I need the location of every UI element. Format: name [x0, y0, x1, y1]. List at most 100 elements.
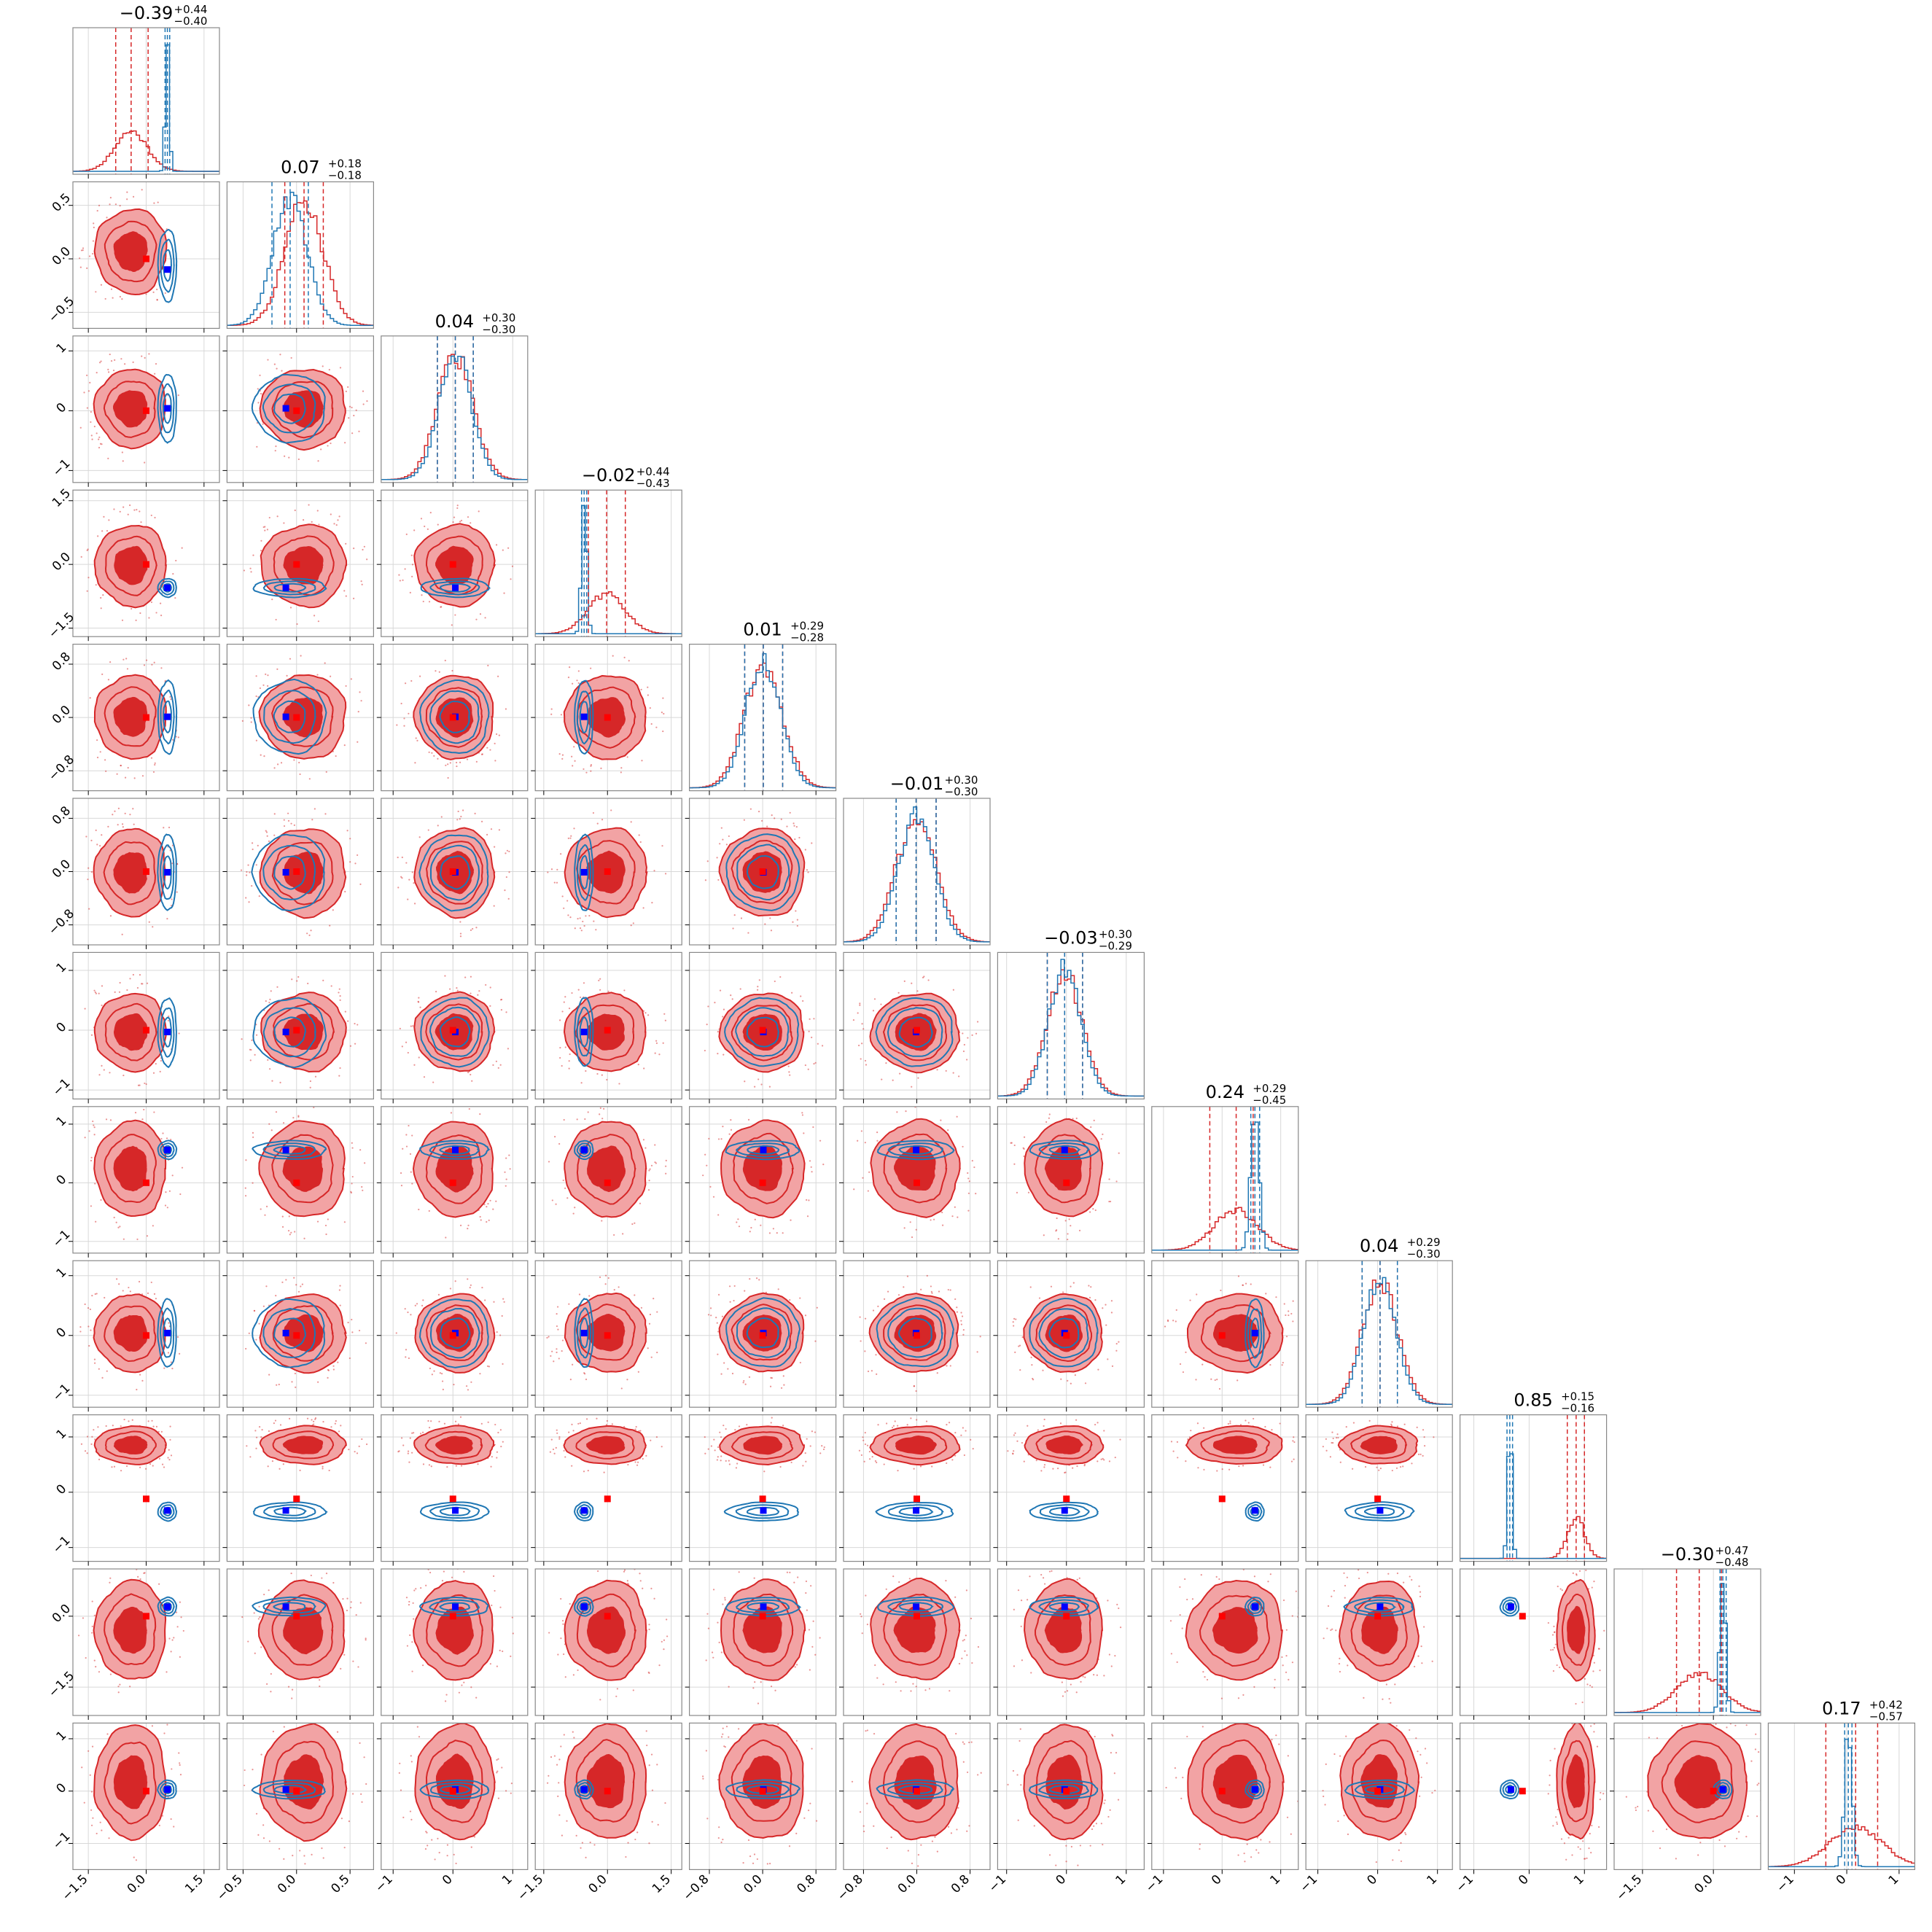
sample-point: [255, 1812, 258, 1815]
sample-point: [1084, 1382, 1087, 1384]
sample-point: [761, 819, 763, 822]
sample-point: [1352, 1422, 1355, 1424]
sample-point: [631, 1223, 634, 1226]
sample-point: [1115, 1343, 1118, 1345]
sample-point: [268, 840, 270, 842]
sample-point: [654, 1144, 656, 1146]
x-tick-label: −1.5: [515, 1872, 546, 1904]
sample-point: [558, 1358, 560, 1360]
sample-point: [886, 1847, 888, 1850]
panel-frame: [381, 951, 529, 1100]
contour-blue: [252, 1140, 327, 1160]
sample-point: [308, 934, 311, 936]
sample-point: [1302, 1438, 1304, 1440]
sample-point: [1695, 1699, 1697, 1700]
sample-point: [489, 1663, 491, 1665]
sample-point: [257, 844, 259, 846]
y-tick-label: 0: [54, 1481, 70, 1497]
sample-point: [322, 1465, 324, 1468]
sample-point: [273, 1422, 275, 1425]
sample-point: [343, 1847, 346, 1849]
sample-point: [438, 671, 440, 673]
title-minus: −0.30: [945, 785, 978, 798]
sample-point: [288, 1417, 291, 1419]
sample-point: [876, 1461, 878, 1464]
sample-point: [648, 1842, 650, 1845]
sample-point: [141, 189, 143, 191]
sample-point: [258, 1323, 260, 1325]
truth-marker-red: [604, 1788, 611, 1795]
sample-point: [1554, 1643, 1557, 1645]
sample-point: [170, 1138, 172, 1141]
sample-point: [268, 1840, 270, 1842]
sample-point: [83, 1801, 85, 1804]
sample-point: [574, 760, 576, 762]
sample-point: [502, 1650, 504, 1653]
sample-point: [291, 1688, 294, 1691]
sample-point: [431, 752, 433, 754]
sample-point: [171, 739, 174, 741]
sample-point: [1016, 1191, 1018, 1194]
sample-point: [139, 974, 141, 976]
sample-point: [662, 730, 664, 733]
sample-point: [159, 1070, 161, 1073]
sample-point: [492, 1064, 494, 1066]
sample-point: [1032, 1377, 1034, 1380]
sample-point: [1575, 1702, 1577, 1705]
sample-point: [496, 733, 498, 736]
sample-point: [707, 1005, 709, 1008]
sample-point: [485, 983, 487, 986]
sample-point: [506, 849, 509, 852]
truth-marker-red: [293, 714, 300, 721]
sample-point: [295, 1386, 297, 1388]
sample-point: [556, 1325, 558, 1328]
title-minus: −0.40: [174, 15, 208, 28]
sample-point: [795, 826, 798, 828]
sample-point: [1258, 1718, 1260, 1719]
sample-point: [965, 1430, 967, 1432]
sample-point: [406, 1645, 408, 1647]
sample-point: [132, 1567, 133, 1568]
sample-point: [561, 895, 564, 897]
sample-point: [273, 767, 276, 769]
sample-point: [91, 1632, 93, 1634]
truth-marker-red: [1218, 1788, 1226, 1795]
sample-point: [817, 1043, 819, 1045]
contour-blue: [887, 1142, 944, 1158]
sample-point: [1110, 1751, 1112, 1754]
sample-point: [153, 661, 155, 663]
sample-point: [113, 1216, 115, 1219]
sample-point: [571, 1423, 573, 1425]
sample-point: [1067, 1379, 1069, 1382]
sample-point: [397, 1451, 400, 1453]
sample-point: [720, 1736, 723, 1738]
sample-point: [728, 1463, 731, 1465]
sample-point: [1659, 1847, 1662, 1850]
truth-marker-blue: [164, 1786, 171, 1793]
sample-point: [1076, 1578, 1078, 1581]
x-tick-label: 0.0: [275, 1872, 299, 1896]
sample-point: [468, 1107, 470, 1110]
panel-frame: [226, 1414, 374, 1562]
sample-point: [340, 1818, 343, 1820]
panel-content: [381, 1569, 528, 1715]
truth-marker-red: [759, 1495, 766, 1503]
contour-blue: [577, 844, 592, 901]
truth-marker-red: [1374, 1495, 1382, 1503]
truth-marker-blue: [1376, 1507, 1384, 1514]
truth-marker-blue: [164, 713, 171, 720]
panel-3-2: [376, 489, 529, 642]
sample-point: [1403, 1423, 1406, 1425]
sample-point: [941, 1224, 944, 1226]
panel-6-0: −101: [50, 951, 220, 1104]
sample-point: [173, 1826, 175, 1828]
sample-point: [1323, 1795, 1325, 1798]
sample-point: [704, 879, 707, 881]
sample-point: [477, 1463, 479, 1465]
sample-point: [1271, 1739, 1273, 1741]
contour-blue: [439, 700, 470, 733]
sample-point: [426, 528, 429, 530]
sample-point: [509, 1168, 511, 1170]
x-tick-label: 0: [1364, 1872, 1380, 1888]
panel-8-3: [531, 1260, 682, 1412]
